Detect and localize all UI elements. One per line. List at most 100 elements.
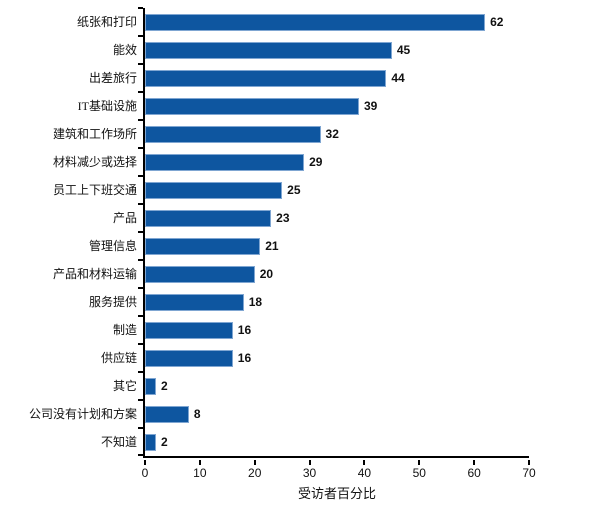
y-axis-tick [138, 454, 143, 456]
category-label: 服务提供 [88, 295, 137, 309]
category-label: 建筑和工作场所 [52, 127, 137, 141]
bar-row: 2 [145, 428, 529, 456]
bar-row: 8 [145, 400, 529, 428]
bars-container: 62 45 44 39 32 29 25 23 21 20 18 16 16 2 8 2 [145, 8, 529, 456]
bar-value-label: 21 [265, 239, 279, 253]
bar [145, 125, 321, 143]
x-axis-tick [528, 460, 530, 465]
bar-row: 18 [145, 288, 529, 316]
bar [145, 153, 305, 171]
bar [145, 321, 233, 339]
y-axis-tick [138, 63, 143, 65]
x-axis-tick-label: 10 [193, 466, 207, 480]
x-axis-title: 受访者百分比 [297, 486, 377, 501]
x-axis-tick [144, 460, 146, 465]
bar-row: 16 [145, 344, 529, 372]
bar-row: 20 [145, 260, 529, 288]
bar-value-label: 25 [287, 183, 301, 197]
y-axis-tick [138, 175, 143, 177]
category-label: 能效 [112, 43, 137, 57]
bar-row: 39 [145, 92, 529, 120]
bar-value-label: 23 [276, 211, 290, 225]
category-label: 制造 [112, 323, 137, 337]
category-label: 产品 [112, 211, 137, 225]
x-axis-tick [418, 460, 421, 465]
y-axis-tick [138, 259, 143, 261]
y-axis-tick [138, 35, 143, 37]
bar-row: 29 [145, 148, 529, 176]
bar-value-label: 62 [490, 15, 504, 29]
x-axis-tick [308, 460, 311, 465]
bar [145, 265, 255, 283]
y-axis-tick [138, 287, 143, 289]
category-label: IT基础设施 [77, 99, 137, 113]
bar-row: 25 [145, 176, 529, 204]
category-label: 材料减少或选择 [52, 155, 137, 169]
bar-row: 45 [145, 36, 529, 64]
bar-value-label: 44 [391, 71, 405, 85]
bar-row: 2 [145, 372, 529, 400]
y-axis-tick [138, 371, 143, 373]
y-axis-tick [138, 147, 143, 149]
y-axis-tick [138, 315, 143, 317]
category-label: 管理信息 [88, 239, 137, 253]
x-axis-tick-label: 30 [302, 466, 317, 480]
bar [145, 69, 387, 87]
bar [145, 433, 156, 451]
bar-value-label: 16 [237, 351, 252, 365]
bar-value-label: 32 [325, 127, 339, 141]
bar-value-label: 39 [363, 99, 378, 113]
bar [145, 237, 261, 255]
bar [145, 377, 156, 395]
x-axis-tick [253, 460, 256, 465]
x-axis-tick-label: 70 [522, 466, 536, 480]
x-axis-tick-label: 50 [412, 466, 426, 480]
y-axis-tick [138, 203, 143, 205]
x-axis-tick-label: 20 [248, 466, 262, 480]
bar [145, 405, 189, 423]
bar-row: 62 [145, 8, 529, 36]
bar-value-label: 45 [396, 43, 411, 57]
x-axis-tick-label: 0 [141, 466, 149, 480]
category-label: 员工上下班交通 [52, 183, 137, 197]
bar-value-label: 16 [237, 323, 252, 337]
category-label: 出差旅行 [88, 71, 137, 85]
category-label: 其它 [112, 379, 137, 393]
category-label: 公司没有计划和方案 [28, 407, 137, 421]
y-axis-tick [138, 119, 143, 121]
bar-row: 23 [145, 204, 529, 232]
y-axis-tick [138, 343, 143, 345]
bar [145, 13, 486, 31]
bar [145, 293, 244, 311]
bar-row: 32 [145, 120, 529, 148]
bar-row: 44 [145, 64, 529, 92]
bar [145, 209, 272, 227]
bar-row: 16 [145, 316, 529, 344]
bar-value-label: 8 [193, 407, 201, 421]
bar-value-label: 18 [248, 295, 263, 309]
x-axis-tick-label: 60 [467, 466, 481, 480]
x-axis-tick [363, 460, 366, 465]
x-axis-tick [473, 460, 476, 465]
y-axis-tick [138, 427, 143, 429]
category-label: 产品和材料运输 [52, 267, 137, 281]
bar-value-label: 2 [160, 435, 168, 449]
bar-value-label: 20 [259, 267, 274, 281]
category-label: 不知道 [100, 435, 137, 449]
y-axis-tick [138, 91, 143, 93]
category-axis-labels: 纸张和打印 能效 出差旅行 IT基础设施 建筑和工作场所 材料减少或选择 员工上下班交通 产品… [0, 8, 137, 456]
bar-value-label: 2 [160, 379, 168, 393]
y-axis-tick [138, 231, 143, 233]
category-label: 纸张和打印 [76, 15, 137, 29]
bar [145, 349, 233, 367]
y-axis-tick [138, 399, 143, 401]
plot-area: 62 45 44 39 32 29 25 23 21 20 18 16 16 2 8 2 0 10 20 30 40 5… [138, 7, 536, 501]
x-axis-tick-label: 40 [357, 466, 372, 480]
bar [145, 181, 283, 199]
bar-row: 21 [145, 232, 529, 260]
bar [145, 41, 392, 59]
bar-value-label: 29 [309, 155, 323, 169]
category-label: 供应链 [100, 351, 137, 365]
y-axis-tick [138, 7, 143, 9]
